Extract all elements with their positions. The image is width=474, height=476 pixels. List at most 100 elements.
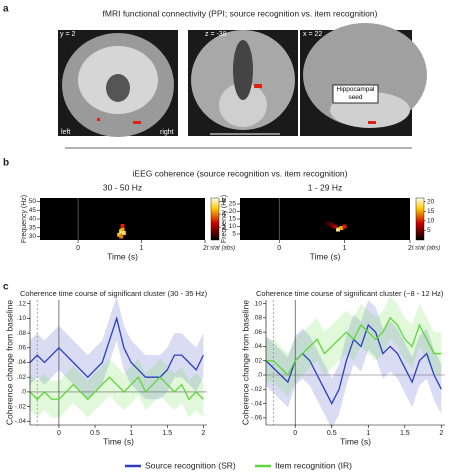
colorbar-tick-label: 6	[222, 198, 226, 205]
view-label: z = -38	[205, 31, 227, 38]
heatmap-cell	[119, 234, 124, 239]
series-line	[29, 316, 204, 379]
heatmap-cell	[342, 224, 347, 229]
colorbar-tick-label: 5	[427, 227, 431, 234]
colorbar-label: t stat (abs)	[207, 246, 235, 252]
x-tick-label: 1.5	[162, 430, 172, 437]
x-tick-label: 0	[277, 245, 281, 252]
x-tick-label: 1.5	[400, 430, 410, 437]
y-tick-label: -.06	[251, 415, 263, 422]
legend-label: Item recognition (IR)	[275, 460, 352, 470]
panel-letter: c	[3, 282, 9, 293]
colorbar-tick-label: 2	[222, 224, 226, 231]
y-tick-label: 35	[29, 224, 37, 231]
panel-title: iEEG coherence (source recognition vs. i…	[133, 168, 348, 178]
y-tick-label: 30	[29, 233, 37, 240]
heatmap-cell	[120, 227, 125, 232]
heatmap-cell	[332, 224, 337, 229]
y-tick-label: .06	[253, 329, 262, 336]
x-tick-label: 2	[201, 430, 205, 437]
colorbar-tick-label: 4	[222, 211, 226, 218]
x-tick-label: 1	[129, 430, 133, 437]
y-tick-label: .10	[17, 315, 26, 322]
x-axis-label: Time (s)	[103, 436, 134, 446]
y-axis-label: Coherence change from baseline	[240, 300, 250, 425]
chart-title: 1 - 29 Hz	[308, 182, 343, 192]
series-line	[29, 376, 204, 401]
colorbar	[415, 197, 425, 241]
heatmap-cell	[120, 224, 125, 228]
chart-title: Coherence time course of significant clu…	[20, 289, 208, 298]
x-axis-label: Time (s)	[107, 251, 138, 261]
view-label: x = 22	[303, 31, 322, 38]
x-tick-label: 0	[293, 430, 297, 437]
x-tick-label: 1	[140, 245, 144, 252]
x-tick-label: 0	[57, 430, 61, 437]
y-tick-label: .06	[17, 345, 26, 352]
x-tick-label: 0.5	[327, 430, 337, 437]
y-tick-label: .04	[17, 359, 26, 366]
seed-label: Hippocampal seed	[336, 86, 375, 101]
y-tick-label: 45	[29, 207, 37, 214]
chart-title: Coherence time course of significant clu…	[256, 289, 444, 298]
y-tick-label: 40	[29, 216, 37, 223]
heatmap-background	[240, 198, 410, 240]
y-tick-label: .10	[253, 300, 262, 307]
x-axis-label: Time (s)	[310, 251, 341, 261]
y-axis-label: Frequency (Hz)	[221, 195, 228, 243]
y-tick-label: -.04	[251, 400, 263, 407]
y-tick-label: .02	[253, 357, 262, 364]
y-axis-label: Coherence change from baseline	[4, 300, 14, 425]
colorbar-label: t stat (abs)	[412, 246, 440, 252]
chart-title: 30 - 50 Hz	[103, 182, 142, 192]
brain-images	[58, 23, 427, 149]
y-tick-label: 25	[229, 201, 237, 208]
heatmap-cell	[336, 227, 341, 232]
heatmap-cell	[121, 231, 126, 235]
y-tick-label: 20	[229, 208, 237, 215]
y-tick-label: .02	[17, 374, 26, 381]
y-tick-label: 50	[29, 198, 37, 205]
colorbar	[210, 197, 220, 241]
x-tick-label: 1	[343, 245, 347, 252]
seed-label-box: Hippocampal seed	[336, 86, 375, 101]
colorbar-tick-label: 15	[427, 208, 435, 215]
y-tick-label: -.02	[15, 403, 27, 410]
y-tick-label: .08	[253, 315, 262, 322]
error-band	[266, 296, 442, 397]
x-tick-label: 2	[439, 430, 443, 437]
panel-title: fMRI functional connectivity (PPI; sourc…	[103, 8, 378, 18]
y-tick-label: .0	[21, 389, 27, 396]
side-label: right	[160, 129, 174, 136]
y-tick-label: .12	[17, 300, 26, 307]
y-tick-label: .04	[253, 343, 262, 350]
x-tick-label: 0	[76, 245, 80, 252]
x-tick-label: 0.5	[90, 430, 100, 437]
y-tick-label: 10	[229, 223, 237, 230]
heatmap-cell	[329, 223, 334, 227]
error-band	[266, 300, 442, 429]
x-tick-label: 2	[408, 245, 412, 252]
colorbar-tick-label: 20	[427, 199, 435, 206]
y-tick-label: .0	[257, 372, 263, 379]
series-line	[266, 316, 442, 377]
panel-letter: a	[3, 4, 9, 15]
y-tick-label: -.04	[15, 418, 27, 425]
colorbar-tick-label: 10	[427, 218, 435, 225]
y-tick-label: 5	[232, 231, 236, 238]
error-band	[30, 358, 204, 418]
heatmap-cell	[326, 221, 331, 226]
x-axis-label: Time (s)	[340, 436, 371, 446]
x-tick-label: 1	[366, 430, 370, 437]
view-label: y = 2	[60, 31, 75, 38]
x-tick-label: 2	[203, 245, 207, 252]
side-label: left	[61, 129, 70, 136]
legend-label: Source recognition (SR)	[145, 460, 236, 470]
y-tick-label: -.02	[251, 386, 263, 393]
error-band	[30, 296, 204, 400]
panel-letter: b	[3, 158, 9, 169]
heatmap-cell	[339, 226, 344, 230]
y-axis-label: Frequency (Hz)	[21, 195, 28, 243]
y-tick-label: 15	[229, 216, 237, 223]
